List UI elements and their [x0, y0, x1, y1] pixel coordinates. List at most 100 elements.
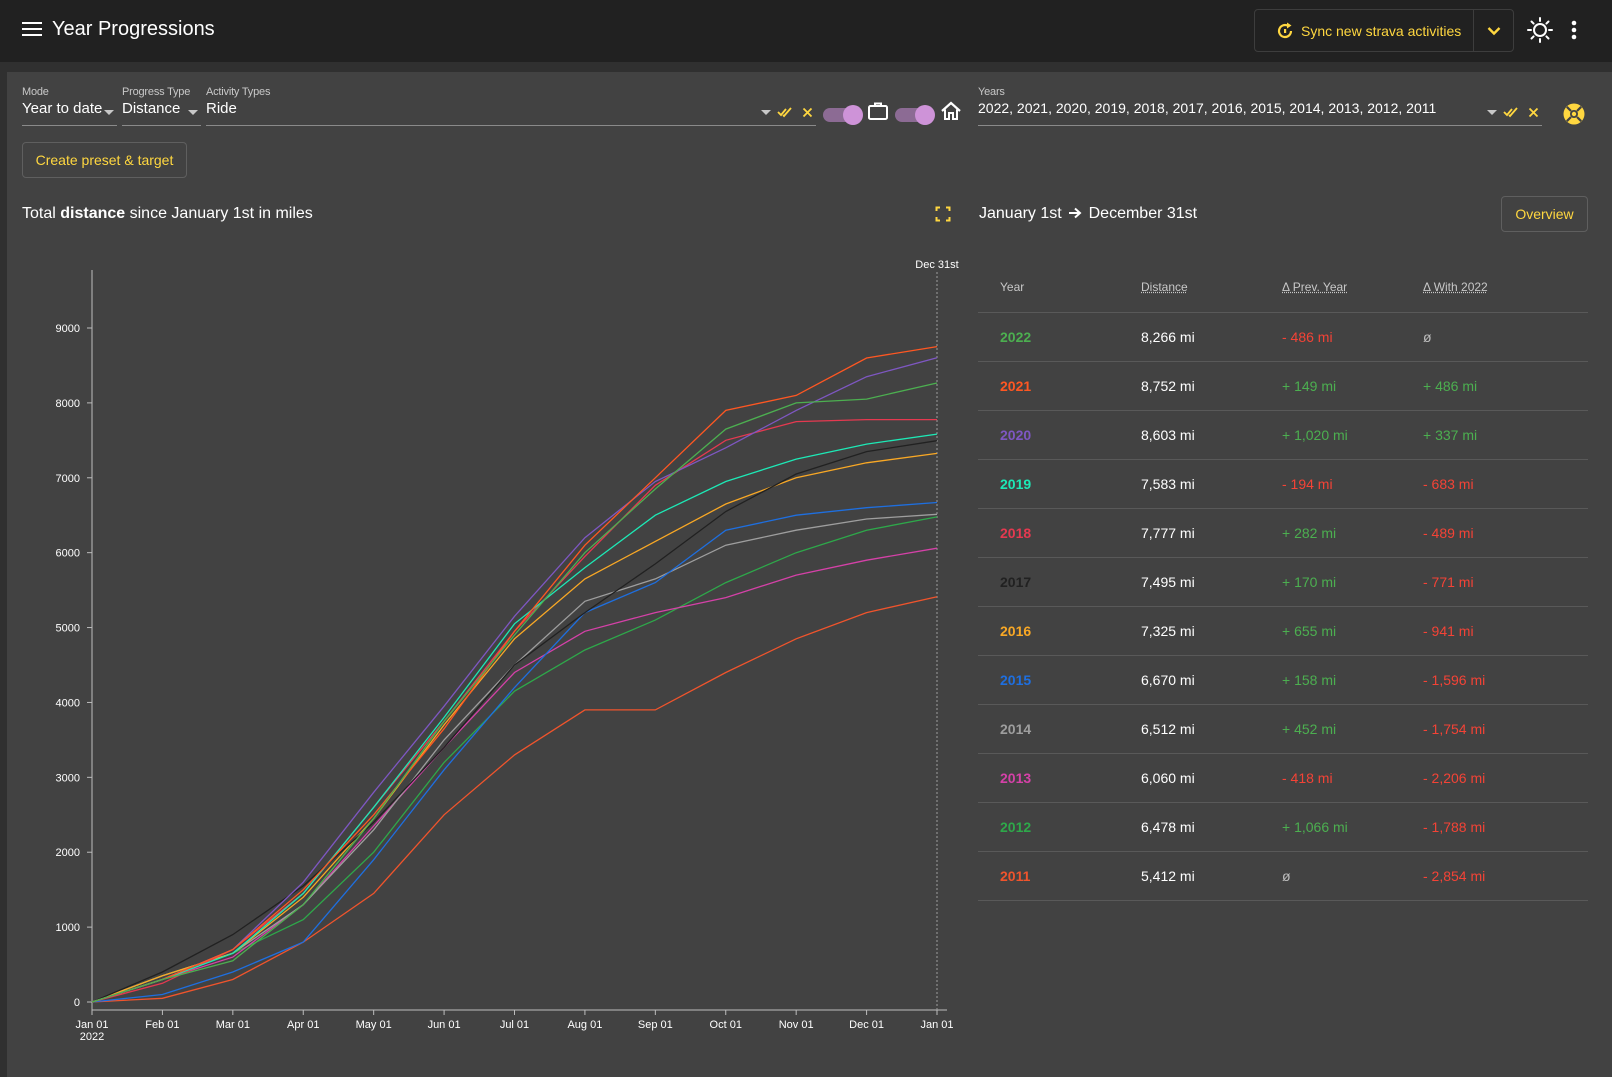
table-row: 2021 8,752 mi + 149 mi + 486 mi: [978, 361, 1588, 411]
x-tick-label: Jul 01: [500, 1019, 529, 1031]
y-tick-label: 0: [74, 997, 80, 1009]
distance-cell: 5,412 mi: [1119, 851, 1260, 901]
x-tick-label: Jun 01: [428, 1019, 461, 1031]
help-lifebuoy-icon[interactable]: [1562, 102, 1586, 126]
distance-cell: 7,777 mi: [1119, 508, 1260, 558]
header-delta-with[interactable]: Δ With 2022: [1401, 262, 1588, 313]
distance-cell: 8,752 mi: [1119, 361, 1260, 411]
year-cell: 2013: [978, 753, 1119, 803]
menu-icon[interactable]: [20, 19, 44, 43]
x-tick-label: Oct 01: [710, 1019, 742, 1031]
years-select[interactable]: Years 2022, 2021, 2020, 2019, 2018, 2017…: [978, 86, 1542, 126]
mode-label: Mode: [22, 86, 49, 98]
caret-down-icon: [761, 110, 771, 115]
table-row: 2013 6,060 mi - 418 mi - 2,206 mi: [978, 753, 1588, 803]
y-tick-label: 2000: [56, 847, 80, 859]
select-all-years-icon[interactable]: [1503, 106, 1519, 118]
year-cell: 2017: [978, 557, 1119, 607]
clear-icon[interactable]: [802, 107, 813, 118]
activity-types-label: Activity Types: [206, 86, 271, 98]
x-tick-label: Apr 01: [287, 1019, 319, 1031]
header-delta-prev[interactable]: Δ Prev. Year: [1260, 262, 1401, 313]
more-vert-icon: [1571, 20, 1577, 40]
distance-cell: 8,603 mi: [1119, 410, 1260, 460]
delta-prev-cell: + 1,020 mi: [1260, 410, 1401, 460]
delta-with-cell: ø: [1401, 312, 1588, 362]
year-cell: 2016: [978, 606, 1119, 656]
distance-cell: 6,670 mi: [1119, 655, 1260, 705]
table-row: 2011 5,412 mi ø - 2,854 mi: [978, 851, 1588, 901]
briefcase-icon: [868, 102, 888, 120]
mode-value: Year to date: [22, 100, 103, 117]
trainer-toggle[interactable]: [895, 105, 935, 125]
year-cell: 2020: [978, 410, 1119, 460]
chevron-down-icon: [1487, 26, 1500, 35]
series-line-2018: [91, 418, 937, 1003]
caret-down-icon: [104, 110, 114, 115]
x-tick-label: Jan 01: [920, 1019, 953, 1031]
delta-with-cell: - 1,788 mi: [1401, 802, 1588, 852]
x-year-label: 2022: [80, 1031, 104, 1043]
year-cell: 2015: [978, 655, 1119, 705]
distance-cell: 7,325 mi: [1119, 606, 1260, 656]
overview-button[interactable]: Overview: [1501, 196, 1588, 232]
delta-with-cell: - 941 mi: [1401, 606, 1588, 656]
distance-cell: 8,266 mi: [1119, 312, 1260, 362]
delta-with-cell: - 1,754 mi: [1401, 704, 1588, 754]
series-line-2015: [91, 501, 938, 1003]
commute-toggle[interactable]: [823, 105, 863, 125]
select-all-icon[interactable]: [777, 106, 793, 118]
progress-type-label: Progress Type: [122, 86, 191, 98]
delta-with-cell: + 337 mi: [1401, 410, 1588, 460]
sync-dropdown-button[interactable]: [1474, 10, 1513, 51]
clear-years-icon[interactable]: [1528, 107, 1539, 118]
series-line-2017: [91, 440, 938, 1003]
fullscreen-icon[interactable]: [935, 206, 951, 222]
delta-prev-cell: + 170 mi: [1260, 557, 1401, 607]
x-tick-label: Jan 01: [75, 1019, 108, 1031]
page-title: Year Progressions: [52, 18, 215, 40]
header-year: Year: [978, 262, 1119, 313]
y-tick-label: 7000: [56, 473, 80, 485]
table-row: 2019 7,583 mi - 194 mi - 683 mi: [978, 459, 1588, 509]
delta-with-cell: + 486 mi: [1401, 361, 1588, 411]
delta-prev-cell: - 194 mi: [1260, 459, 1401, 509]
series-line-2020: [91, 357, 938, 1003]
year-cell: 2018: [978, 508, 1119, 558]
table-row: 2017 7,495 mi + 170 mi - 771 mi: [978, 557, 1588, 607]
sync-strava-button[interactable]: Sync new strava activities: [1255, 10, 1474, 51]
delta-prev-cell: - 486 mi: [1260, 312, 1401, 362]
progress-type-select[interactable]: Progress Type Distance: [122, 86, 201, 126]
year-cell: 2019: [978, 459, 1119, 509]
y-tick-label: 8000: [56, 398, 80, 410]
distance-cell: 6,060 mi: [1119, 753, 1260, 803]
x-tick-label: Dec 01: [849, 1019, 884, 1031]
create-preset-button[interactable]: Create preset & target: [22, 142, 187, 178]
years-value: 2022, 2021, 2020, 2019, 2018, 2017, 2016…: [978, 100, 1437, 116]
series-line-2019: [91, 433, 938, 1003]
theme-toggle-button[interactable]: [1526, 16, 1554, 49]
year-stats-table: Year Distance Δ Prev. Year Δ With 2022 2…: [978, 262, 1588, 901]
mode-select[interactable]: Mode Year to date: [22, 86, 117, 126]
table-row: 2015 6,670 mi + 158 mi - 1,596 mi: [978, 655, 1588, 705]
delta-prev-cell: + 655 mi: [1260, 606, 1401, 656]
home-icon: [941, 101, 961, 120]
delta-with-cell: - 683 mi: [1401, 459, 1588, 509]
y-tick-label: 3000: [56, 772, 80, 784]
brightness-icon: [1527, 17, 1553, 43]
header-distance[interactable]: Distance: [1119, 262, 1260, 313]
series-line-2021: [91, 345, 938, 1003]
delta-with-cell: - 771 mi: [1401, 557, 1588, 607]
delta-prev-cell: + 452 mi: [1260, 704, 1401, 754]
delta-prev-cell: + 158 mi: [1260, 655, 1401, 705]
x-tick-label: Feb 01: [145, 1019, 179, 1031]
y-tick-label: 5000: [56, 623, 80, 635]
x-tick-label: May 01: [356, 1019, 392, 1031]
activity-types-select[interactable]: Activity Types Ride: [206, 86, 816, 126]
more-options-button[interactable]: [1570, 18, 1578, 47]
y-tick-label: 9000: [56, 323, 80, 335]
delta-prev-cell: + 149 mi: [1260, 361, 1401, 411]
table-header-row: Year Distance Δ Prev. Year Δ With 2022: [978, 262, 1588, 313]
delta-prev-cell: ø: [1260, 851, 1401, 901]
delta-with-cell: - 489 mi: [1401, 508, 1588, 558]
